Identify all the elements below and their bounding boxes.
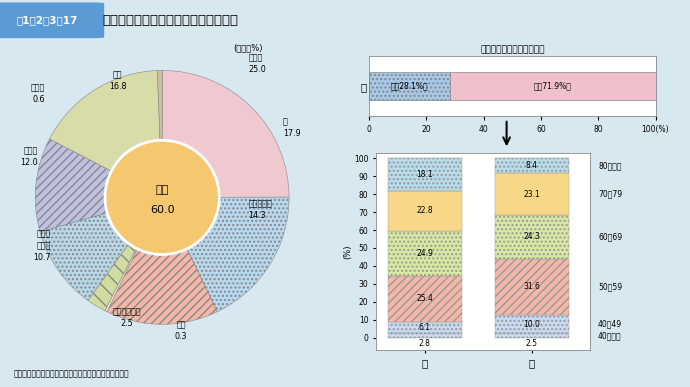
Text: 別居の
家族等
10.7: 別居の 家族等 10.7 [33,229,50,262]
Text: 男（28.1%）: 男（28.1%） [391,82,428,91]
Wedge shape [157,70,162,140]
Bar [450,72,656,100]
Text: 60.0: 60.0 [150,205,175,215]
Bar [495,215,569,259]
Bar [495,259,569,315]
Text: 8.4: 8.4 [526,161,538,170]
Y-axis label: (%): (%) [344,244,353,259]
Wedge shape [187,197,289,312]
Text: 不詳
16.8: 不詳 16.8 [109,70,126,91]
Bar [388,276,462,322]
FancyBboxPatch shape [0,2,104,38]
Bar [388,190,462,231]
Bar [495,333,569,338]
Bar [495,173,569,215]
Bar [388,322,462,333]
Text: 父母
0.3: 父母 0.3 [175,320,188,341]
Wedge shape [40,213,129,300]
Text: 22.8: 22.8 [416,207,433,216]
Bar [388,158,462,190]
Text: 子
17.9: 子 17.9 [283,117,300,138]
Circle shape [105,140,219,255]
Text: 要介護者等からみた主な介護者の続柄: 要介護者等からみた主な介護者の続柄 [102,14,238,27]
Text: 子の配偶者
14.3: 子の配偶者 14.3 [248,200,273,221]
Text: 2.5: 2.5 [526,339,538,348]
Text: 2.8: 2.8 [419,339,431,348]
Wedge shape [162,70,289,197]
Text: 50～59: 50～59 [598,283,622,291]
Text: 23.1: 23.1 [523,190,540,199]
Text: 40～49: 40～49 [598,320,622,329]
Text: その他の親族
2.5: その他の親族 2.5 [112,308,141,328]
Wedge shape [105,248,137,312]
Text: 図1－2－3－17: 図1－2－3－17 [17,15,77,25]
Text: 25.4: 25.4 [416,295,433,303]
Text: 60～69: 60～69 [598,232,622,241]
Wedge shape [107,249,217,324]
Text: 70～79: 70～79 [598,190,622,199]
Text: その他
0.6: その他 0.6 [31,83,46,104]
Text: 40歳未満: 40歳未満 [598,331,622,340]
Bar [388,231,462,276]
Text: 31.6: 31.6 [523,283,540,291]
Text: (単位：%): (単位：%) [234,43,263,52]
Bar [495,315,569,333]
Title: 主な介護者の性・年齢階級: 主な介護者の性・年齢階級 [480,45,544,54]
Text: 資料：厚生労働省「国民生活基礎調査」（平成１９年）: 資料：厚生労働省「国民生活基礎調査」（平成１９年） [14,369,129,378]
Wedge shape [35,139,112,232]
Text: 事業者
12.0: 事業者 12.0 [20,146,38,167]
Text: 配偶者
25.0: 配偶者 25.0 [248,54,266,74]
Text: 24.3: 24.3 [523,232,540,241]
Text: 同居: 同居 [155,185,169,195]
Bar [369,72,450,100]
Text: 18.1: 18.1 [416,170,433,179]
Text: 女（71.9%）: 女（71.9%） [533,82,571,91]
Text: 80歳以上: 80歳以上 [598,161,622,170]
Wedge shape [50,70,160,171]
Bar [388,333,462,338]
Bar [495,158,569,173]
Text: 24.9: 24.9 [416,249,433,258]
Wedge shape [88,244,137,311]
Text: 10.0: 10.0 [523,320,540,329]
Text: 6.1: 6.1 [419,323,431,332]
